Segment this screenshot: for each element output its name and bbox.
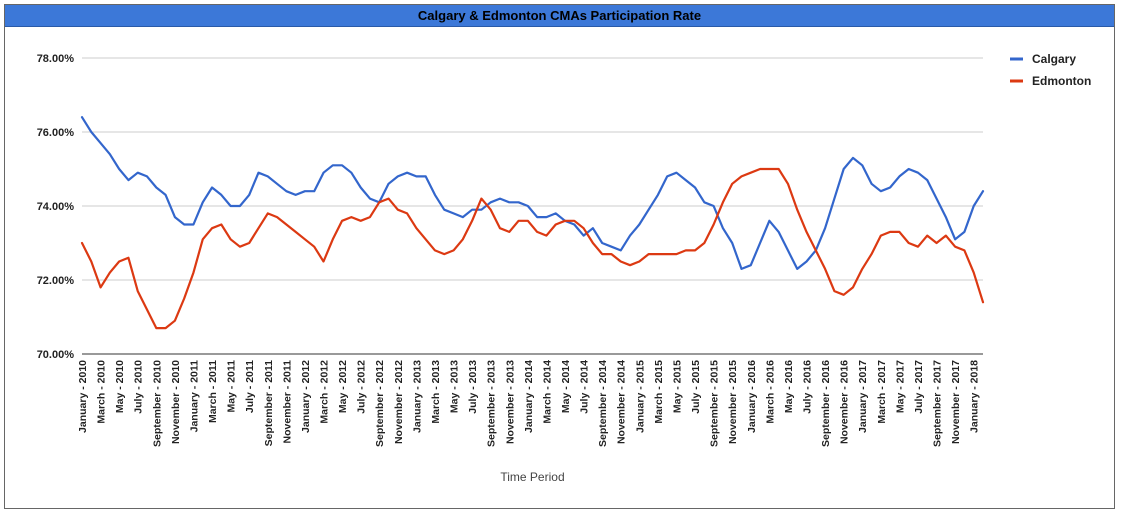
series-lines (80, 116, 985, 330)
x-tick-label: March - 2015 (653, 360, 665, 424)
x-tick-label: July - 2011 (244, 360, 256, 413)
x-tick-label: July - 2017 (913, 360, 925, 414)
x-tick-label: January - 2014 (523, 360, 535, 433)
x-tick-label: May - 2013 (449, 360, 461, 413)
legend: Calgary Edmonton (1010, 52, 1091, 88)
x-tick-label: January - 2017 (857, 360, 869, 433)
x-tick-label: May - 2015 (671, 360, 683, 413)
x-tick-label: September - 2011 (263, 360, 275, 447)
x-tick-label: May - 2012 (337, 360, 349, 413)
x-tick-label: January - 2012 (300, 360, 312, 433)
x-tick-label: September - 2016 (820, 360, 832, 447)
x-tick-label: September - 2015 (709, 360, 721, 447)
x-tick-label: November - 2016 (839, 360, 851, 444)
x-tick-label: September - 2013 (486, 360, 498, 447)
x-tick-label: March - 2013 (430, 360, 442, 424)
x-tick-label: September - 2014 (597, 360, 609, 447)
series-line-calgary (80, 116, 985, 270)
series-line-edmonton (80, 167, 985, 330)
x-tick-label: March - 2010 (96, 360, 108, 424)
x-tick-label: January - 2010 (77, 360, 89, 433)
legend-label: Calgary (1032, 52, 1076, 66)
x-axis-title: Time Period (500, 470, 564, 484)
x-tick-label: July - 2015 (690, 360, 702, 414)
x-tick-label: November - 2010 (170, 360, 182, 444)
x-tick-label: January - 2018 (969, 360, 981, 433)
x-tick-label: May - 2011 (226, 360, 238, 413)
x-tick-label: July - 2016 (802, 360, 814, 414)
y-tick-label: 70.00% (37, 349, 75, 361)
x-tick-label: July - 2012 (356, 360, 368, 414)
y-tick-label: 72.00% (37, 275, 75, 287)
x-tick-label: March - 2016 (764, 360, 776, 424)
y-axis-ticks: 70.00% 72.00% 74.00% 76.00% 78.00% (37, 53, 75, 361)
x-tick-label: November - 2015 (727, 360, 739, 444)
y-tick-label: 78.00% (37, 53, 75, 65)
x-tick-label: November - 2017 (950, 360, 962, 444)
x-tick-label: March - 2012 (319, 360, 331, 424)
x-tick-label: November - 2012 (393, 360, 405, 444)
legend-label: Edmonton (1032, 74, 1091, 88)
x-tick-label: September - 2017 (932, 360, 944, 447)
x-tick-label: January - 2016 (746, 360, 758, 433)
x-tick-label: March - 2014 (541, 360, 553, 424)
x-tick-label: May - 2016 (783, 360, 795, 413)
x-tick-label: November - 2013 (504, 360, 516, 444)
x-axis-ticks: January - 2010 March - 2010 May - 2010 July… (77, 360, 981, 447)
x-tick-label: May - 2014 (560, 360, 572, 413)
gridlines (82, 57, 983, 355)
chart-title: Calgary & Edmonton CMAs Participation Ra… (5, 5, 1114, 27)
x-tick-label: July - 2013 (467, 360, 479, 414)
x-tick-label: September - 2012 (374, 360, 386, 447)
x-tick-label: March - 2017 (876, 360, 888, 424)
x-tick-label: January - 2015 (634, 360, 646, 433)
y-tick-label: 74.00% (37, 201, 75, 213)
x-tick-label: November - 2011 (281, 360, 293, 444)
x-tick-label: March - 2011 (207, 360, 219, 423)
x-tick-label: November - 2014 (616, 360, 628, 444)
x-tick-label: September - 2010 (151, 360, 163, 447)
chart-frame: Calgary & Edmonton CMAs Participation Ra… (4, 4, 1115, 509)
x-tick-label: January - 2013 (411, 360, 423, 433)
x-tick-label: July - 2014 (579, 360, 591, 414)
x-tick-label: May - 2010 (114, 360, 126, 413)
x-tick-label: January - 2011 (188, 360, 200, 433)
x-tick-label: May - 2017 (894, 360, 906, 413)
y-tick-label: 76.00% (37, 127, 75, 139)
x-tick-label: July - 2010 (133, 360, 145, 414)
line-chart: 70.00% 72.00% 74.00% 76.00% 78.00% January -… (37, 52, 1092, 484)
